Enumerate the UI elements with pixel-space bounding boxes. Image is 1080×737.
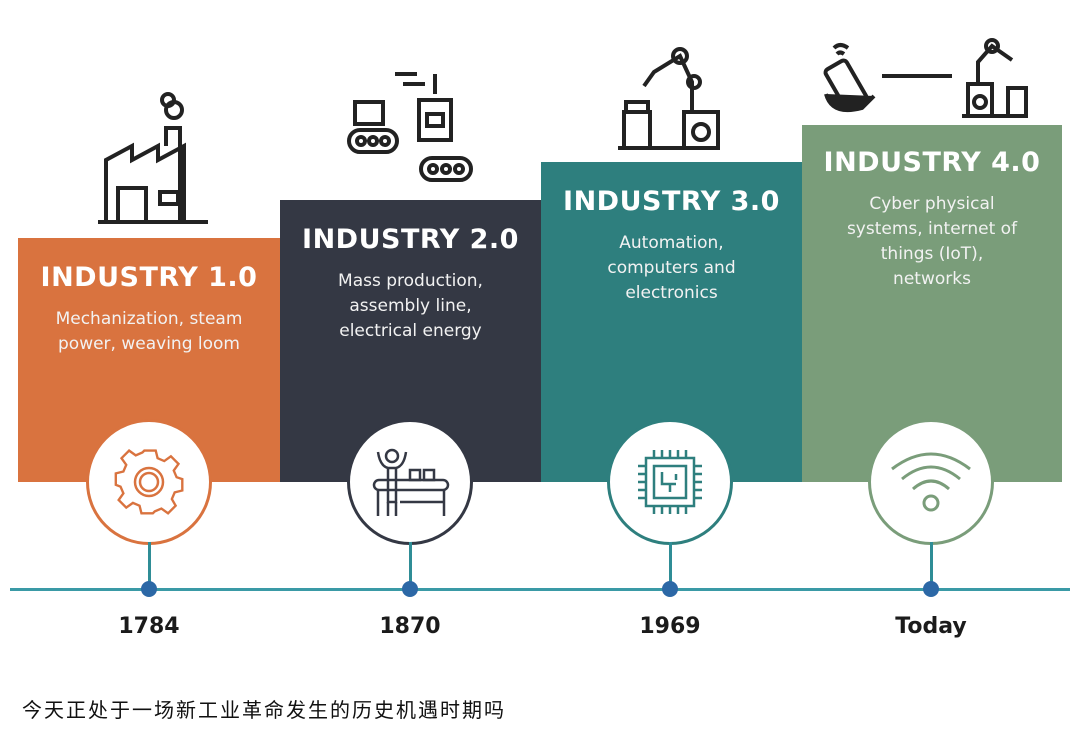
timeline-line <box>10 588 1070 591</box>
conveyor-machine-icon <box>347 72 473 182</box>
stage-title: INDUSTRY 3.0 <box>563 186 780 217</box>
stage-title: INDUSTRY 4.0 <box>823 147 1041 178</box>
wifi-icon <box>891 452 971 512</box>
timeline-stem <box>409 542 412 588</box>
stage-panel-4: INDUSTRY 4.0 Cyber physical systems, int… <box>802 125 1062 482</box>
timeline-dot <box>141 581 157 597</box>
timeline-stem <box>930 542 933 588</box>
stage-icon-circle-1 <box>86 419 212 545</box>
stage-icon-circle-3 <box>607 419 733 545</box>
stage-description: Mechanization, steam power, weaving loom <box>55 309 243 354</box>
stage-icon-circle-2 <box>347 419 473 545</box>
timeline-dot <box>923 581 939 597</box>
assembly-line-worker-icon <box>372 448 450 516</box>
year-label: 1969 <box>639 614 701 639</box>
year-label: 1784 <box>118 614 180 639</box>
gear-icon <box>114 449 184 515</box>
timeline-stem <box>669 542 672 588</box>
stage-description: Mass production, assembly line, electric… <box>338 271 483 341</box>
year-label: 1870 <box>379 614 441 639</box>
stage-description: Cyber physical systems, internet of thin… <box>846 194 1018 289</box>
stage-icon-circle-4 <box>868 419 994 545</box>
stage-title: INDUSTRY 1.0 <box>40 262 258 293</box>
robot-arm-icon <box>618 47 720 150</box>
caption: 今天正处于一场新工业革命发生的历史机遇时期吗 <box>22 698 506 722</box>
microchip-icon <box>638 450 702 514</box>
stage-title: INDUSTRY 2.0 <box>302 224 519 255</box>
phone-connected-robot-icon <box>823 38 1028 118</box>
timeline-dot <box>662 581 678 597</box>
stage-description: Automation, computers and electronics <box>607 233 736 303</box>
year-label: Today <box>895 614 967 639</box>
timeline-dot <box>402 581 418 597</box>
factory-icon <box>98 92 208 224</box>
timeline-stem <box>148 542 151 588</box>
